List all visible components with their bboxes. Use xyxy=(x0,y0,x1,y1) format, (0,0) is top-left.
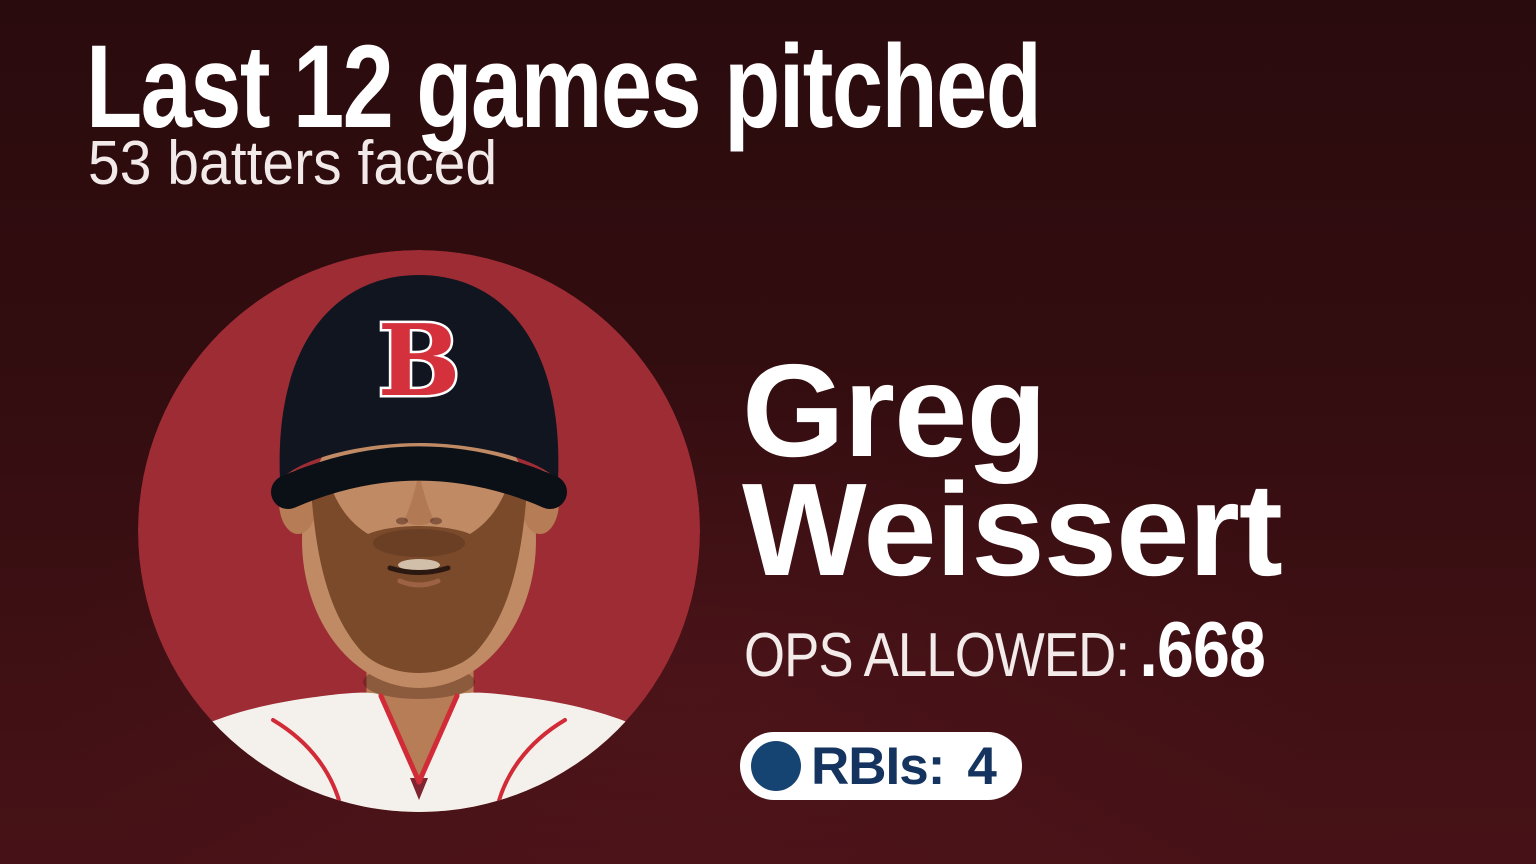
ops-allowed-label: OPS ALLOWED: xyxy=(744,621,1130,690)
cap-brim xyxy=(271,446,567,509)
collar-v-shadow xyxy=(410,778,428,800)
cap-logo-b: B xyxy=(378,304,461,419)
player-name: Greg Weissert xyxy=(742,337,1283,603)
cap-crown xyxy=(279,275,559,480)
rbis-label: RBIs: xyxy=(811,736,945,796)
red-sox-cap-icon: B xyxy=(271,275,567,509)
player-mustache xyxy=(373,529,465,557)
rbis-value: 4 xyxy=(967,736,997,796)
ops-allowed-stat: OPS ALLOWED: .668 xyxy=(744,604,1266,695)
player-nose xyxy=(396,472,442,526)
card-subtitle: 53 batters faced xyxy=(88,129,498,198)
player-mouth xyxy=(387,559,451,588)
player-portrait-illustration: B xyxy=(138,250,700,812)
rbis-badge: RBIs: 4 xyxy=(740,732,1022,800)
player-name-line-1: Greg xyxy=(742,337,1047,484)
player-name-line-2: Weissert xyxy=(742,455,1283,603)
player-photo: B xyxy=(138,250,700,812)
card-title: Last 12 games pitched xyxy=(86,21,1042,153)
jersey-piping xyxy=(271,693,567,812)
ops-allowed-value: .668 xyxy=(1139,605,1266,693)
team-color-dot-icon xyxy=(751,741,801,791)
